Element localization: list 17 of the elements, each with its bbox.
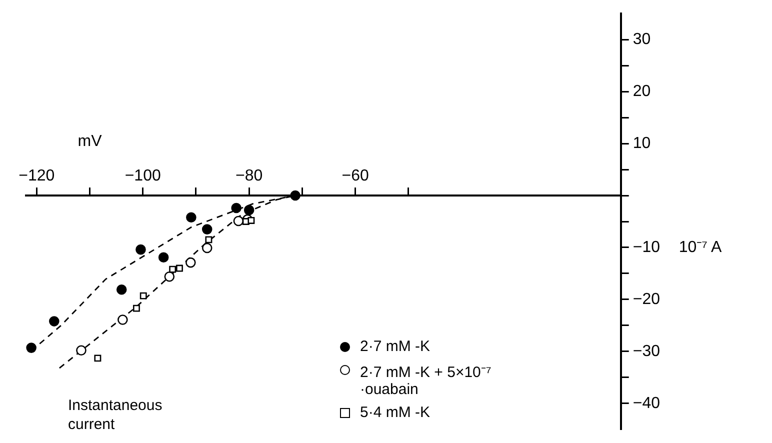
y-tick-label: −30 (632, 342, 660, 360)
x-tick-label: −60 (342, 168, 369, 185)
legend-label: 2·7 mM -K + 5×10⁻⁷ ·ouabain (360, 363, 492, 398)
y-tick-label: −20 (632, 290, 660, 308)
annotation: Instantaneous current (68, 396, 164, 434)
legend-label: 5·4 mM -K (360, 404, 432, 421)
y-tick-label: −40 (632, 394, 660, 412)
legend-label: 2·7 mM -K (360, 338, 432, 355)
x-tick-label: −120 (18, 168, 55, 185)
y-tick-label: 30 (632, 30, 651, 48)
y-tick-label: −10 (632, 238, 660, 256)
y-axis-title: 10⁻⁷ A (678, 238, 722, 256)
x-tick-label: −100 (124, 168, 161, 185)
x-axis-title: mV (78, 132, 102, 150)
y-tick-label: 10 (632, 134, 651, 152)
y-tick-label: 20 (632, 82, 651, 100)
x-tick-label: −80 (236, 168, 263, 185)
